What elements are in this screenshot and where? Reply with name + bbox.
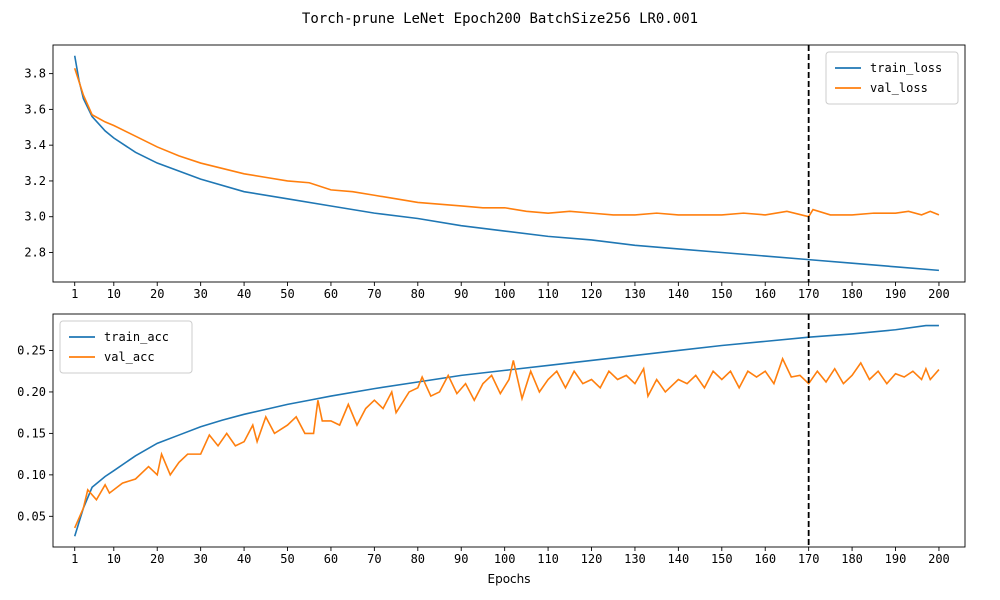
loss-y-tick-label: 3.4 — [24, 138, 46, 152]
acc-x-tick-label: 140 — [668, 552, 690, 566]
loss-x-tick-label: 120 — [581, 287, 603, 301]
loss-y-tick-label: 3.2 — [24, 174, 46, 188]
loss-x-tick-label: 10 — [107, 287, 121, 301]
loss-axes-frame — [52, 44, 966, 283]
acc-y-tick-label: 0.15 — [17, 426, 46, 440]
series-line-train-loss — [73, 55, 940, 272]
acc-y-tick-label: 0.10 — [17, 468, 46, 482]
loss-legend: train_loss val_loss — [825, 51, 959, 105]
loss-y-tick-label: 2.8 — [24, 245, 46, 259]
loss-x-tick-label: 190 — [885, 287, 907, 301]
loss-y-tick-label: 3.0 — [24, 210, 46, 224]
loss-x-tick-label: 20 — [150, 287, 164, 301]
loss-x-tick-label: 130 — [624, 287, 646, 301]
series-line-val-acc — [73, 356, 940, 529]
legend-label-val-acc: val_acc — [104, 350, 155, 364]
acc-x-tick-label: 200 — [928, 552, 950, 566]
loss-y-tick-label: 3.8 — [24, 67, 46, 81]
figure-title: Torch-prune LeNet Epoch200 BatchSize256 … — [302, 11, 698, 27]
acc-legend-box — [59, 320, 193, 374]
acc-x-tick-label: 90 — [454, 552, 468, 566]
acc-x-tick-label: 190 — [885, 552, 907, 566]
loss-x-tick-label: 60 — [324, 287, 338, 301]
acc-x-axis-label: Epochs — [488, 572, 531, 586]
loss-x-tick-label: 170 — [798, 287, 820, 301]
acc-y-tick-label: 0.20 — [17, 385, 46, 399]
acc-x-tick-label: 1 — [71, 552, 78, 566]
loss-x-tick-label: 100 — [494, 287, 516, 301]
loss-x-tick-label: 90 — [454, 287, 468, 301]
acc-x-tick-label: 110 — [537, 552, 559, 566]
loss-y-tick-label: 3.6 — [24, 102, 46, 116]
acc-x-tick-label: 80 — [411, 552, 425, 566]
loss-x-tick-label: 140 — [668, 287, 690, 301]
acc-x-tick-label: 10 — [107, 552, 121, 566]
acc-axes-frame — [52, 313, 966, 548]
loss-x-tick-label: 80 — [411, 287, 425, 301]
acc-y-tick-label: 0.25 — [17, 343, 46, 357]
legend-label-val-loss: val_loss — [870, 81, 928, 95]
acc-y-tick-label: 0.05 — [17, 509, 46, 523]
acc-x-tick-label: 180 — [841, 552, 863, 566]
legend-label-train-loss: train_loss — [870, 61, 942, 75]
loss-x-tick-label: 110 — [537, 287, 559, 301]
loss-x-tick-label: 200 — [928, 287, 950, 301]
loss-panel: 1 10 20 30 40 50 60 70 80 90 100 110 120 130 140 150 160… — [24, 44, 966, 301]
acc-x-tick-label: 70 — [367, 552, 381, 566]
loss-x-tick-label: 40 — [237, 287, 251, 301]
loss-x-tick-label: 30 — [193, 287, 207, 301]
acc-x-tick-label: 60 — [324, 552, 338, 566]
legend-label-train-acc: train_acc — [104, 330, 169, 344]
acc-x-tick-label: 170 — [798, 552, 820, 566]
acc-x-tick-label: 50 — [280, 552, 294, 566]
loss-x-tick-label: 50 — [280, 287, 294, 301]
acc-x-tick-label: 130 — [624, 552, 646, 566]
accuracy-panel: 1 10 20 30 40 50 60 70 80 90 100 110 120 130 140 150 160… — [17, 313, 966, 586]
acc-x-tick-label: 150 — [711, 552, 733, 566]
loss-legend-box — [825, 51, 959, 105]
acc-x-tick-label: 20 — [150, 552, 164, 566]
acc-x-tick-label: 30 — [193, 552, 207, 566]
acc-x-tick-label: 100 — [494, 552, 516, 566]
loss-x-tick-label: 70 — [367, 287, 381, 301]
loss-x-tick-label: 150 — [711, 287, 733, 301]
loss-x-tick-label: 1 — [71, 287, 78, 301]
acc-legend: train_acc val_acc — [59, 320, 193, 374]
loss-x-tick-label: 180 — [841, 287, 863, 301]
series-line-val-loss — [73, 68, 940, 218]
loss-x-tick-label: 160 — [754, 287, 776, 301]
acc-x-tick-label: 40 — [237, 552, 251, 566]
acc-x-tick-label: 160 — [754, 552, 776, 566]
acc-x-tick-label: 120 — [581, 552, 603, 566]
series-line-train-acc — [73, 324, 939, 537]
